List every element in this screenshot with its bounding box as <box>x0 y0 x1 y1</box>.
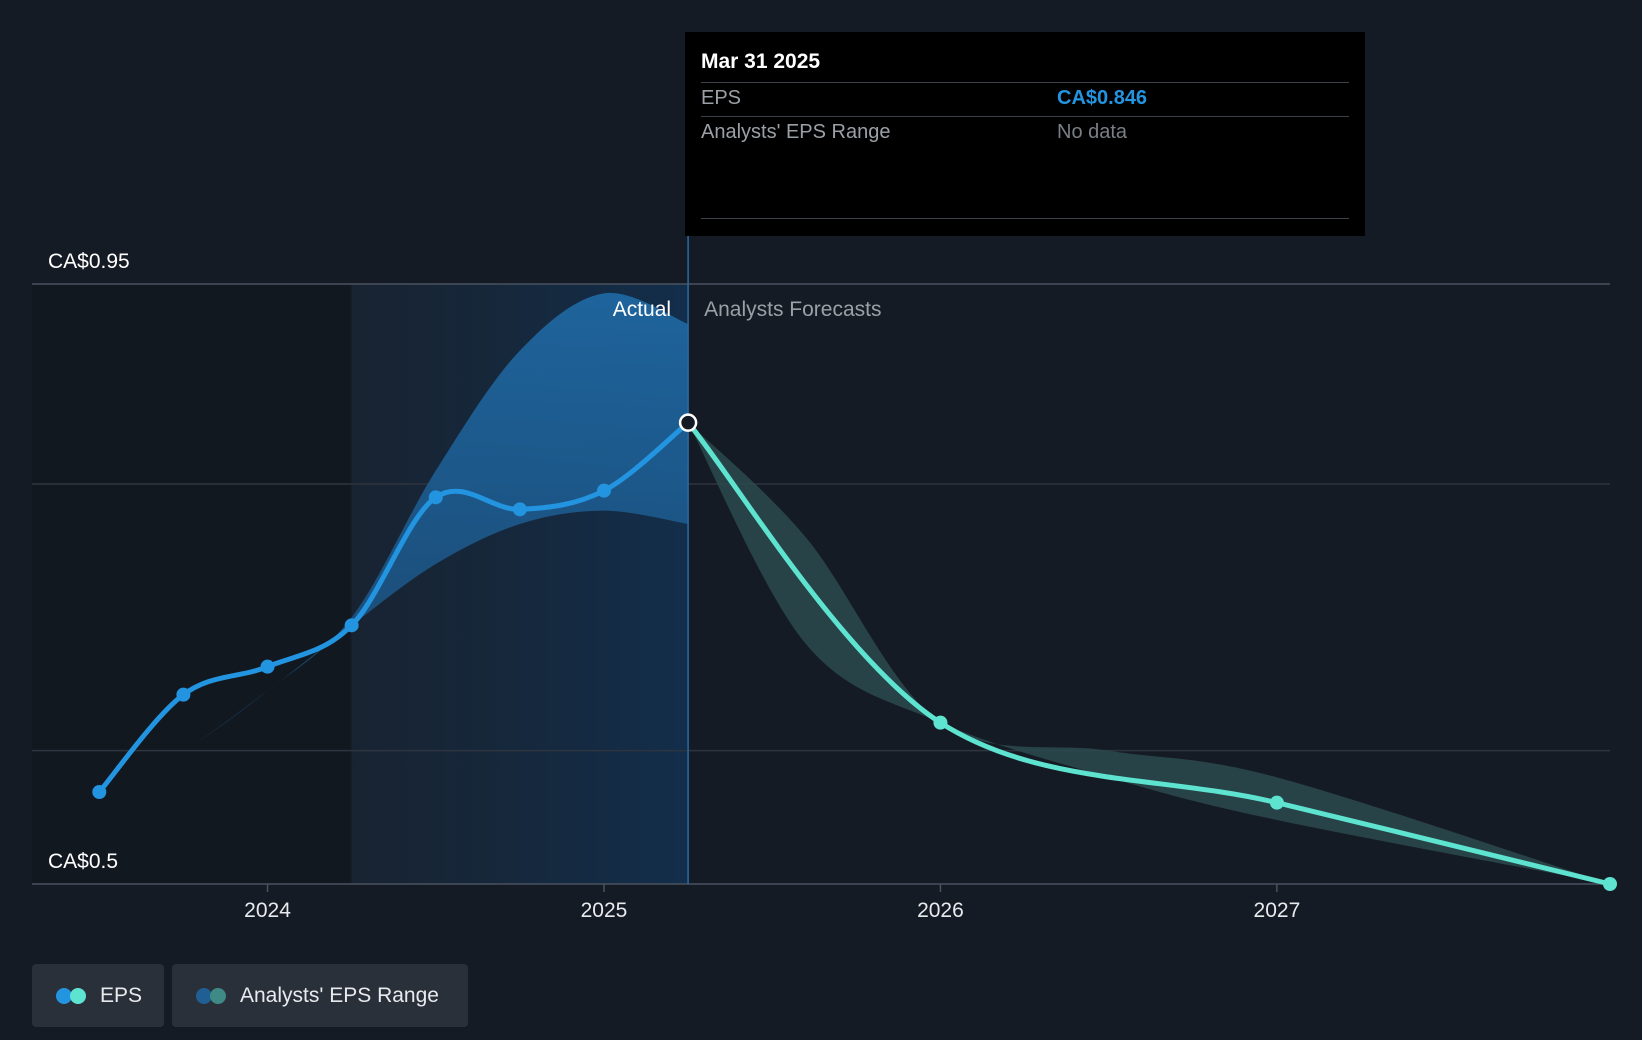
legend-eps-label: EPS <box>100 983 143 1007</box>
eps-actual-point <box>596 483 611 498</box>
y-axis-label-top: CA$0.95 <box>48 250 130 273</box>
forecast-eps-range-band <box>688 422 1610 884</box>
eps-forecast-point <box>1603 877 1617 891</box>
eps-actual-point <box>512 502 527 517</box>
legend-eps[interactable]: EPS <box>32 964 164 1027</box>
eps-highlight-point <box>678 413 698 432</box>
tooltip-date: Mar 31 2025 <box>701 50 821 73</box>
tooltip-eps-value: CA$0.846 <box>1057 87 1148 109</box>
x-tick-label: 2027 <box>1254 899 1301 922</box>
eps-actual-point <box>92 785 107 799</box>
forecast-section-label: Analysts Forecasts <box>704 298 881 321</box>
eps-legend-icon <box>56 987 86 1004</box>
eps-actual-point <box>260 659 275 674</box>
tooltip-divider <box>701 82 1349 83</box>
tooltip-range-label: Analysts' EPS Range <box>701 121 891 143</box>
data-points <box>92 413 1617 891</box>
tooltip: Mar 31 2025 EPS CA$0.846 Analysts' EPS R… <box>685 32 1365 236</box>
x-tick-label: 2026 <box>917 899 964 922</box>
x-tick-label: 2024 <box>244 899 291 922</box>
y-axis-label-bottom: CA$0.5 <box>48 850 118 873</box>
legend-analyst-range[interactable]: Analysts' EPS Range <box>172 964 468 1027</box>
eps-forecast-point <box>933 715 948 730</box>
legend-range-label: Analysts' EPS Range <box>240 983 439 1007</box>
eps-actual-point <box>428 490 443 505</box>
eps-actual-point <box>344 618 359 633</box>
tooltip-eps-label: EPS <box>701 87 742 109</box>
tooltip-divider <box>701 218 1349 219</box>
gridlines <box>32 283 1610 885</box>
past-region <box>32 284 350 884</box>
eps-actual-point <box>176 687 191 702</box>
tooltip-divider <box>701 116 1349 117</box>
x-tick-label: 2025 <box>581 899 628 922</box>
x-axis-ticks: 2024 2025 2026 2027 <box>244 884 1300 922</box>
tooltip-range-value: No data <box>1057 121 1128 143</box>
eps-forecast-line <box>685 420 1613 887</box>
actual-eps-range-band <box>99 292 689 792</box>
eps-forecast-point <box>1269 795 1284 810</box>
actual-section-label: Actual <box>613 298 671 321</box>
range-legend-icon <box>196 987 226 1004</box>
